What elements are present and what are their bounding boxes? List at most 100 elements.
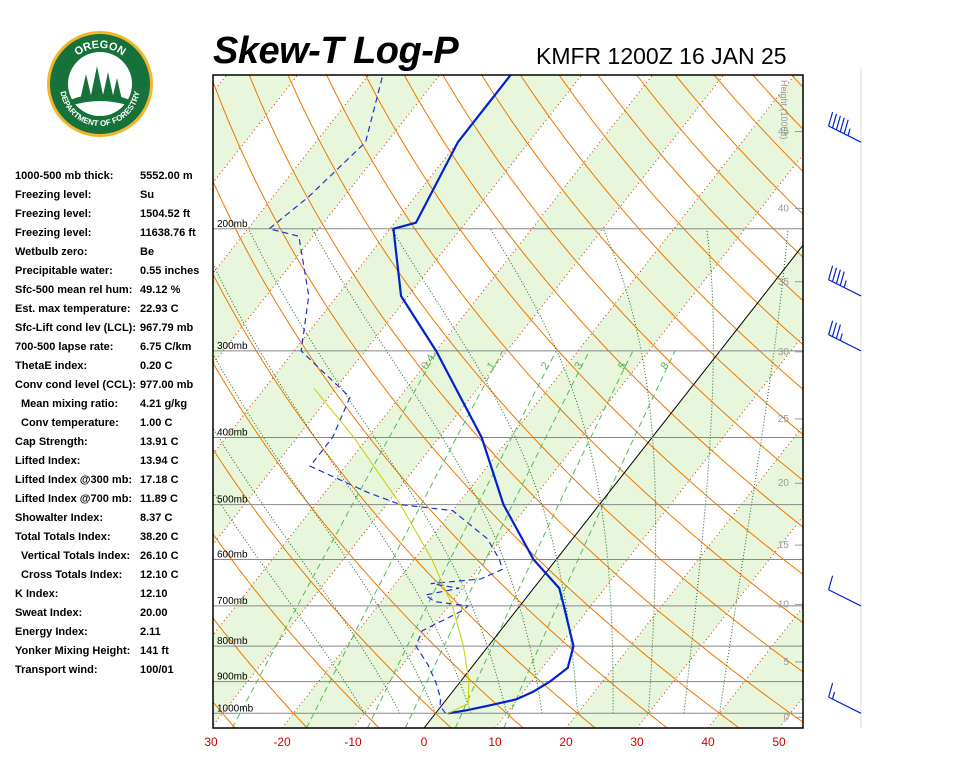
stat-label: Sfc-500 mean rel hum: bbox=[15, 284, 133, 296]
pressure-label: 800mb bbox=[217, 636, 248, 647]
wind-barb bbox=[828, 682, 862, 714]
stat-value: 13.94 C bbox=[140, 455, 179, 467]
stat-label: Est. max temperature: bbox=[15, 303, 131, 315]
stat-value: 26.10 C bbox=[140, 550, 179, 562]
stat-value: 6.75 C/km bbox=[140, 341, 192, 353]
temperature-tick-label: 30 bbox=[204, 735, 218, 749]
stat-label: K Index: bbox=[15, 588, 59, 600]
stat-value: 8.37 C bbox=[140, 512, 173, 524]
isotherm-band bbox=[0, 75, 156, 728]
height-tick-label: 20 bbox=[778, 478, 790, 489]
height-tick-label: 40 bbox=[778, 203, 790, 214]
moist-adiabat bbox=[311, 228, 543, 714]
svg-text:OREGON: OREGON bbox=[72, 39, 127, 59]
mixing-ratio-line bbox=[306, 350, 504, 728]
pressure-label: 400mb bbox=[217, 427, 248, 438]
temperature-tick-label: -10 bbox=[344, 735, 362, 749]
mixing-ratio-line bbox=[231, 350, 438, 728]
stat-label: Showalter Index: bbox=[15, 512, 104, 524]
isotherm-line bbox=[850, 75, 960, 728]
stat-value: 49.12 % bbox=[140, 284, 181, 296]
stat-value: Be bbox=[140, 246, 155, 258]
dewpoint-line bbox=[267, 75, 504, 714]
stat-value: 0.20 C bbox=[140, 360, 173, 372]
station-time-label: KMFR 1200Z 16 JAN 25 bbox=[536, 43, 787, 69]
temperature-tick-label: 0 bbox=[421, 735, 428, 749]
dry-adiabat bbox=[481, 75, 803, 436]
dry-adiabat bbox=[213, 362, 524, 728]
isotherm-band bbox=[213, 75, 298, 183]
stat-value: 12.10 C bbox=[140, 569, 179, 581]
dry-adiabat bbox=[213, 701, 236, 728]
height-tick-label: 30 bbox=[778, 347, 790, 358]
stat-value: 977.00 mb bbox=[140, 379, 194, 391]
height-tick-label: 5 bbox=[783, 657, 789, 668]
mixing-ratio-line bbox=[367, 350, 557, 728]
stat-label: Mean mixing ratio: bbox=[21, 398, 119, 410]
temperature-tick-label: -20 bbox=[273, 735, 291, 749]
dry-adiabat bbox=[213, 448, 452, 728]
stat-label: Conv temperature: bbox=[21, 417, 119, 429]
pressure-label: 500mb bbox=[217, 495, 248, 506]
temperature-tick-label: 20 bbox=[559, 735, 573, 749]
stat-value: 5552.00 m bbox=[140, 170, 193, 182]
dry-adiabat bbox=[248, 75, 803, 723]
mixing-ratio-line bbox=[454, 350, 634, 728]
stat-label: Sfc-Lift cond lev (LCL): bbox=[15, 322, 136, 334]
stat-value: 12.10 bbox=[140, 588, 168, 600]
pressure-label: 1000mb bbox=[217, 703, 254, 714]
stat-label: Conv cond level (CCL): bbox=[15, 379, 137, 391]
stat-value: 13.91 C bbox=[140, 436, 179, 448]
dry-adiabat bbox=[326, 75, 803, 624]
stat-value: 11638.76 ft bbox=[140, 227, 196, 239]
dry-adiabat bbox=[791, 75, 803, 88]
dry-adiabat bbox=[213, 533, 380, 728]
plot-layer bbox=[0, 75, 960, 728]
stat-value: 0.55 inches bbox=[140, 265, 200, 277]
pressure-label: 300mb bbox=[217, 341, 248, 352]
stat-value: 4.21 g/kg bbox=[140, 398, 188, 410]
plot-border bbox=[212, 74, 804, 729]
isotherm-band bbox=[566, 426, 803, 728]
stat-label: Yonker Mixing Height: bbox=[15, 645, 131, 657]
isotherm-band bbox=[282, 75, 803, 728]
mixing-ratio-label: 2 bbox=[539, 360, 552, 372]
isotherm-line bbox=[0, 75, 156, 728]
temperature-tick-label: 10 bbox=[488, 735, 502, 749]
stat-value: 17.18 C bbox=[140, 474, 179, 486]
stat-value: 967.79 mb bbox=[140, 322, 194, 334]
stat-value: 1.00 C bbox=[140, 417, 173, 429]
stat-label: Precipitable water: bbox=[15, 265, 113, 277]
pressure-label: 200mb bbox=[217, 219, 248, 230]
temperature-tick-label: 40 bbox=[701, 735, 715, 749]
stat-label: Lifted Index @300 mb: bbox=[15, 474, 133, 486]
height-tick-label: 35 bbox=[778, 277, 790, 288]
dry-adiabat bbox=[213, 180, 668, 728]
stat-label: Cross Totals Index: bbox=[21, 569, 123, 581]
pressure-label: 600mb bbox=[217, 550, 248, 561]
mixing-ratio-label: 3 bbox=[572, 360, 585, 372]
height-tick-label: 0 bbox=[783, 712, 789, 723]
stat-label: Freezing level: bbox=[15, 208, 92, 220]
isotherm-line bbox=[0, 75, 85, 728]
stat-value: 100/01 bbox=[140, 664, 174, 676]
isotherm-line bbox=[213, 75, 227, 94]
parcel-line bbox=[313, 388, 470, 714]
stat-value: 2.11 bbox=[140, 626, 161, 638]
dry-adiabat bbox=[213, 617, 308, 728]
height-tick-label: 45 bbox=[778, 127, 790, 138]
height-tick-label: 25 bbox=[778, 414, 790, 425]
pressure-label: 900mb bbox=[217, 672, 248, 683]
logo-text-top: OREGON bbox=[72, 39, 127, 59]
dry-adiabat bbox=[558, 75, 803, 346]
stat-label: Transport wind: bbox=[15, 664, 98, 676]
dry-adiabat bbox=[519, 75, 803, 390]
wind-barb bbox=[828, 575, 862, 607]
dry-adiabat bbox=[287, 75, 803, 673]
dry-adiabat bbox=[442, 75, 803, 482]
stat-label: 700-500 lapse rate: bbox=[15, 341, 114, 353]
dry-adiabat bbox=[213, 273, 596, 728]
stat-label: ThetaE index: bbox=[15, 360, 88, 372]
mixing-ratio-line bbox=[404, 350, 590, 728]
